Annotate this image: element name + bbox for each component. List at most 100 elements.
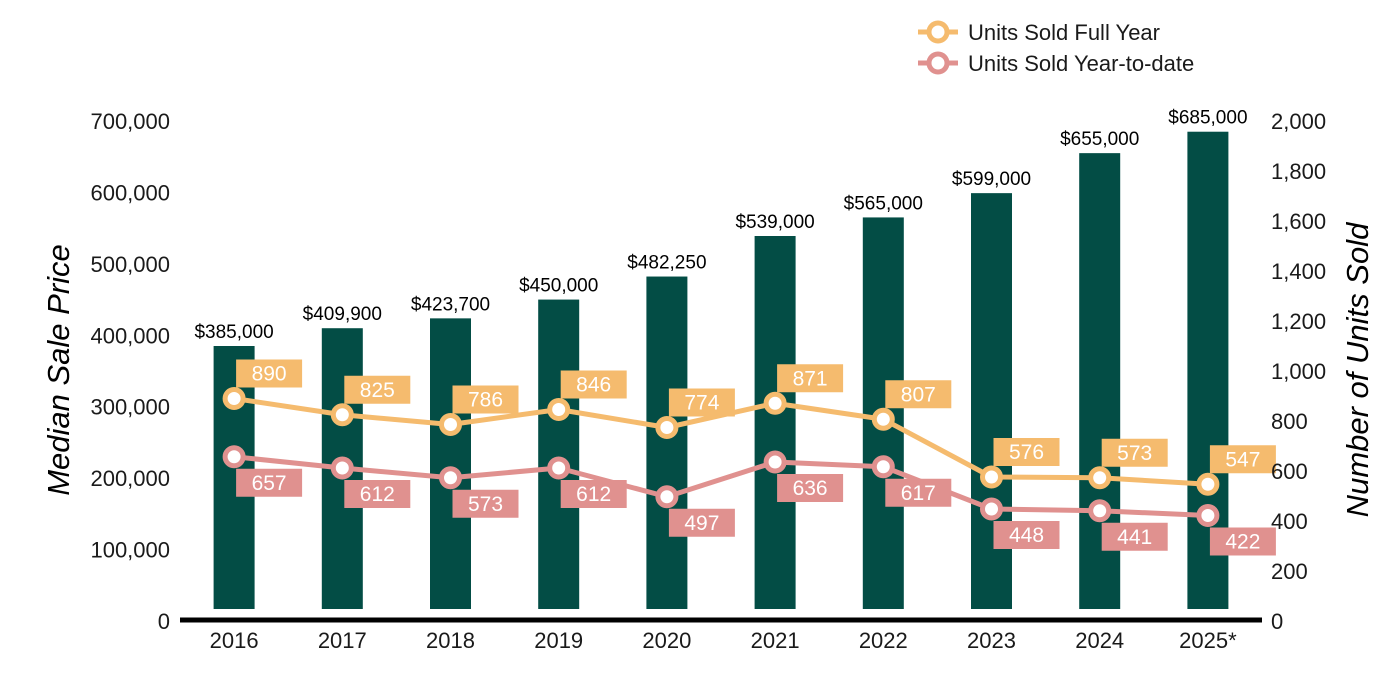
x-tick-label: 2021 xyxy=(751,628,800,653)
y-axis-ticks: 0 100,000 200,000 300,000 400,000 500,000 600,… xyxy=(90,109,170,634)
y2-tick-label: 1,000 xyxy=(1271,359,1326,384)
point-value-label: 573 xyxy=(468,493,503,516)
series-marker xyxy=(1088,466,1112,490)
y-axis-title: Median Sale Price xyxy=(41,244,76,496)
y2-tick-label: 1,400 xyxy=(1271,259,1326,284)
y-tick-label: 0 xyxy=(158,609,170,634)
series-marker xyxy=(655,416,679,439)
bar-value-label: $599,000 xyxy=(952,169,1031,190)
y-tick-label: 300,000 xyxy=(90,395,170,420)
series-marker xyxy=(1196,472,1220,496)
series-marker xyxy=(330,456,354,480)
point-label-box xyxy=(560,370,627,399)
x-tick-label: 2024 xyxy=(1075,628,1124,653)
point-label-box xyxy=(344,375,411,404)
series-marker xyxy=(439,413,462,436)
point-value-label: 612 xyxy=(360,483,395,506)
point-label-box xyxy=(1209,527,1276,556)
series-marker xyxy=(222,445,246,469)
point-label-box xyxy=(668,388,735,417)
x-tick-label: 2016 xyxy=(210,628,259,653)
y2-tick-label: 1,600 xyxy=(1271,209,1326,234)
legend-marker xyxy=(926,20,950,44)
series-marker xyxy=(330,403,354,427)
point-label-box xyxy=(236,359,303,388)
point-value-label: 617 xyxy=(901,482,936,505)
point-value-label: 657 xyxy=(252,472,287,495)
bar-value-label: $423,700 xyxy=(411,294,490,315)
series-marker xyxy=(547,398,571,421)
y-tick-label: 400,000 xyxy=(90,323,170,348)
point-label-box xyxy=(993,438,1060,466)
y2-axis-ticks: 0 200 400 600 800 1,000 1,200 1,400 1,600 1,800 2,… xyxy=(1271,109,1326,634)
legend-marker xyxy=(926,51,950,75)
series-marker xyxy=(222,387,246,410)
y2-tick-label: 400 xyxy=(1271,509,1308,534)
x-tick-label: 2019 xyxy=(534,628,583,653)
y-tick-label: 500,000 xyxy=(90,252,170,277)
bars-layer xyxy=(213,131,1229,609)
series-marker xyxy=(980,497,1003,521)
point-label-box xyxy=(1209,445,1276,474)
point-value-label: 448 xyxy=(1009,524,1044,547)
y-tick-label: 100,000 xyxy=(90,538,170,563)
point-value-label: 890 xyxy=(252,363,287,386)
y2-axis-title: Number of Units Sold xyxy=(1340,221,1375,517)
point-value-label: 422 xyxy=(1225,531,1260,554)
y2-tick-label: 0 xyxy=(1271,609,1283,634)
point-label-box xyxy=(1101,438,1168,467)
bar xyxy=(646,276,688,609)
point-value-label: 786 xyxy=(468,389,503,412)
point-value-label: 636 xyxy=(793,477,828,500)
bar xyxy=(430,318,471,609)
y-tick-label: 600,000 xyxy=(90,180,170,205)
point-label-box xyxy=(885,380,952,409)
y-tick-label: 200,000 xyxy=(90,466,170,491)
bar xyxy=(538,299,580,609)
y2-tick-label: 200 xyxy=(1271,559,1308,584)
point-value-label: 547 xyxy=(1225,448,1260,471)
point-value-label: 825 xyxy=(360,379,395,402)
series-marker xyxy=(980,465,1003,489)
point-value-label: 612 xyxy=(576,483,611,506)
series-line xyxy=(231,454,1211,518)
bar-value-label: $685,000 xyxy=(1168,108,1247,129)
legend: Units Sold Full Year Units Sold Year-to-d… xyxy=(918,20,1194,76)
point-label-box xyxy=(236,468,303,497)
point-label-box xyxy=(452,489,519,518)
legend-label: Units Sold Full Year xyxy=(968,20,1160,45)
y2-tick-label: 2,000 xyxy=(1271,109,1326,134)
series-marker xyxy=(763,391,787,415)
point-label-box xyxy=(993,521,1060,549)
y2-tick-label: 1,800 xyxy=(1271,159,1326,184)
y2-tick-label: 600 xyxy=(1271,459,1308,484)
bar xyxy=(754,236,796,609)
point-label-box xyxy=(668,508,735,537)
lines-layer xyxy=(222,387,1220,527)
series-marker xyxy=(439,466,462,490)
point-label-box xyxy=(1101,522,1168,551)
x-tick-label: 2022 xyxy=(859,628,908,653)
y2-tick-label: 800 xyxy=(1271,409,1308,434)
point-value-label: 573 xyxy=(1117,442,1152,465)
series-marker xyxy=(547,456,571,480)
x-tick-label: 2023 xyxy=(967,628,1016,653)
bar-value-label: $450,000 xyxy=(519,276,598,297)
point-label-box xyxy=(777,474,844,502)
point-value-label: 871 xyxy=(793,367,828,390)
series-marker xyxy=(763,450,787,474)
point-value-label: 846 xyxy=(576,374,611,397)
bar-value-label: $409,900 xyxy=(303,304,382,325)
point-value-label: 576 xyxy=(1009,441,1044,464)
legend-label: Units Sold Year-to-date xyxy=(968,51,1194,76)
point-value-label: 807 xyxy=(901,383,936,406)
point-value-label: 774 xyxy=(684,392,719,415)
bar-value-label: $385,000 xyxy=(194,322,273,343)
point-label-box xyxy=(452,385,519,414)
point-label-box xyxy=(560,480,627,508)
bar-value-label: $539,000 xyxy=(735,212,814,233)
series-marker xyxy=(655,485,679,509)
bar-value-label: $565,000 xyxy=(844,193,923,214)
x-tick-label: 2020 xyxy=(642,628,691,653)
y2-tick-label: 1,200 xyxy=(1271,309,1326,334)
